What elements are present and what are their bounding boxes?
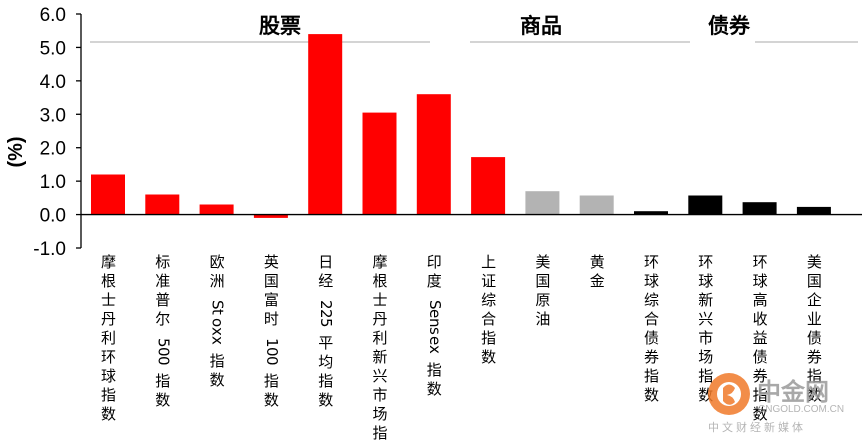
bar xyxy=(742,202,777,215)
bar xyxy=(91,174,125,215)
bar xyxy=(525,191,560,215)
bar xyxy=(253,214,288,218)
bar xyxy=(362,112,397,215)
y-tick-label: 2.0 xyxy=(40,139,66,160)
category-label: 环球高收益债券指数 xyxy=(753,253,768,423)
y-tick-label: 1.0 xyxy=(40,172,66,193)
y-axis: 6.0 5.0 4.0 3.0 2.0 1.0 0.0 -1.0 xyxy=(33,5,862,260)
category-label: 黄金 xyxy=(590,253,605,290)
watermark: 中金网 CNGOLD.COM.CN 中文财经新媒体 xyxy=(708,373,844,434)
category-label: 环球新兴市场指数 xyxy=(698,253,713,404)
bar xyxy=(634,211,668,215)
watermark-name: 中金网 xyxy=(757,378,829,406)
group-label: 商品 xyxy=(520,14,562,38)
bar xyxy=(308,34,343,215)
category-label: 美国原油 xyxy=(535,253,550,328)
bar xyxy=(145,194,180,215)
bar xyxy=(579,195,614,215)
watermark-tagline: 中文财经新媒体 xyxy=(708,420,806,434)
cngold-logo-icon xyxy=(708,373,750,415)
bar xyxy=(796,206,831,215)
group-labels: 股票 商品 债券 xyxy=(90,14,858,43)
bar xyxy=(688,195,723,215)
category-label: 摩根士丹利环球指数 xyxy=(101,253,116,423)
y-tick-label: 4.0 xyxy=(40,72,66,93)
bars xyxy=(91,34,831,218)
bar xyxy=(416,94,451,215)
category-label: 英国富时 1 0 0 指数 xyxy=(263,253,281,409)
y-axis-label: (%) xyxy=(5,136,27,167)
watermark-domain: CNGOLD.COM.CN xyxy=(758,404,844,415)
category-label: 美国企业债券指数 xyxy=(807,253,822,404)
group-label: 债券 xyxy=(708,14,751,38)
y-tick-label: -1.0 xyxy=(33,239,66,260)
category-label: 摩根士丹利新兴市场指数 xyxy=(373,253,388,444)
category-label: 标准普尔 5 0 0 指数 xyxy=(154,253,172,409)
y-tick-label: 5.0 xyxy=(40,38,66,59)
category-label: 日经 2 2 5 平均指数 xyxy=(317,253,335,409)
y-tick-label: 6.0 xyxy=(40,5,66,26)
y-tick-label: 0.0 xyxy=(40,206,66,227)
category-label: 环球综合债券指数 xyxy=(644,253,659,404)
category-label: 上证综合指数 xyxy=(481,253,496,366)
y-tick-label: 3.0 xyxy=(40,105,66,126)
group-label: 股票 xyxy=(259,14,301,38)
bar xyxy=(199,204,234,215)
bar xyxy=(471,157,506,215)
